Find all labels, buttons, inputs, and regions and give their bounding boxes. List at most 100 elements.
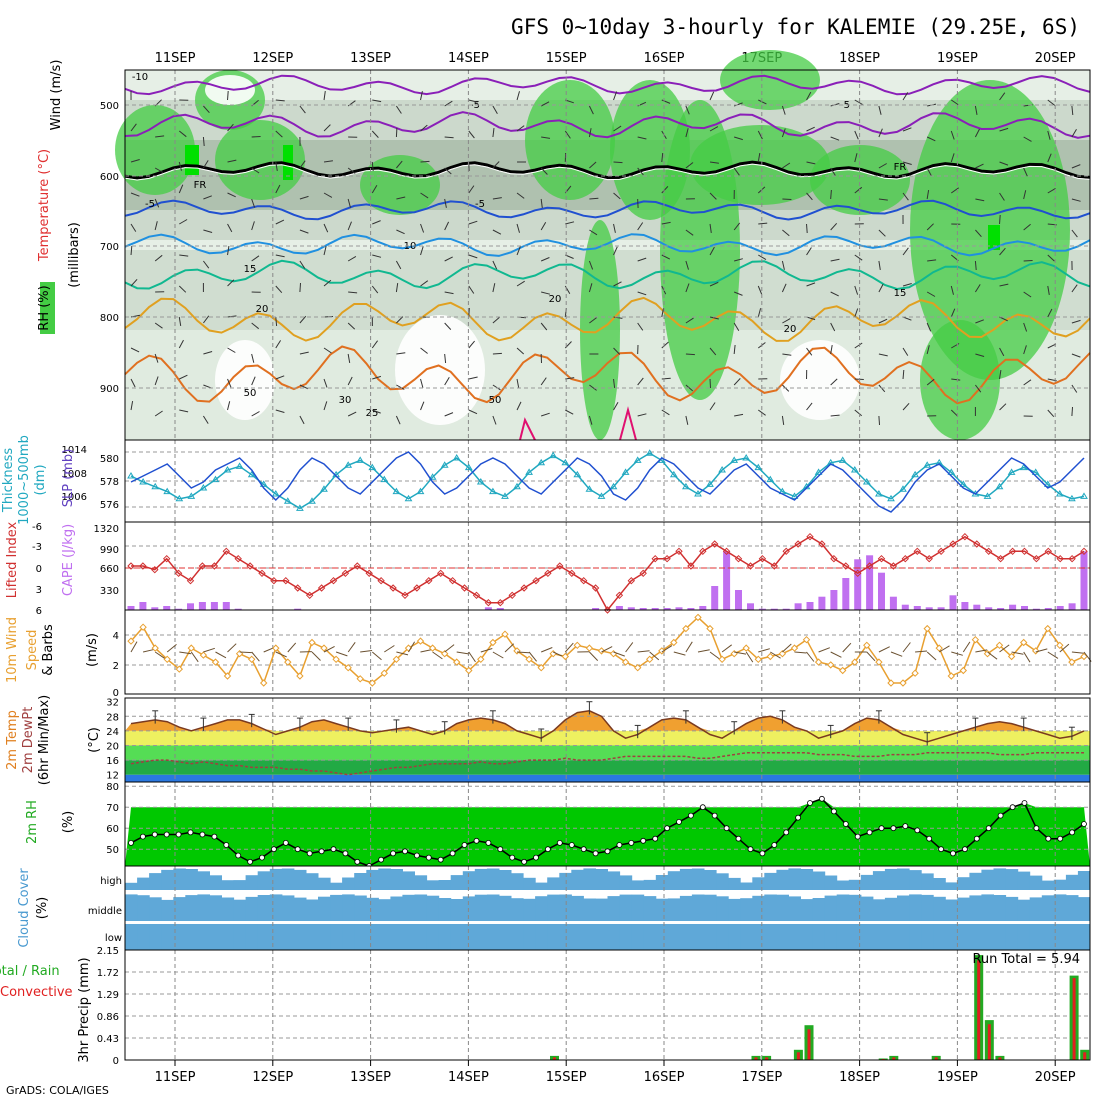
cape-tick-label: 660 — [100, 564, 119, 575]
wind-barb — [179, 374, 188, 380]
cloud-cover-bar — [233, 880, 247, 890]
lifted-index-series-point — [901, 554, 910, 563]
wind-barb — [781, 283, 787, 293]
cloud-cover-bar — [450, 875, 464, 890]
date-label-bottom: 11SEP — [155, 1070, 196, 1085]
cloud-cover-bar — [619, 875, 633, 890]
thickness-series-point — [814, 468, 823, 475]
lifted-index-series-point — [413, 584, 421, 592]
cloud-cover-bar — [125, 882, 138, 890]
rh-2m-series-point — [783, 829, 790, 836]
wind-barb — [1047, 308, 1053, 318]
wind-barb — [1047, 254, 1055, 262]
lifted-index-series-point — [270, 576, 278, 585]
wind-barb — [806, 282, 816, 287]
wind-barb — [251, 411, 260, 417]
wind-barb — [492, 415, 497, 425]
wind-barb — [950, 308, 956, 318]
cloud-cover-bar — [740, 882, 753, 890]
cloud-cover-bar — [462, 924, 476, 950]
wind-speed-point — [995, 641, 1004, 650]
thickness-series-point — [995, 482, 1004, 490]
wind-barb — [709, 126, 719, 132]
rh-2m-series-point — [1033, 825, 1040, 832]
rh-2m-series-point — [688, 812, 694, 819]
wind-barb — [420, 280, 429, 287]
cape-bar — [139, 602, 147, 610]
wind-barb — [999, 403, 1007, 411]
wind-barb — [975, 319, 984, 324]
temp-axis-label-line: (°C) — [87, 727, 102, 753]
thickness-series-point — [127, 472, 135, 479]
cloud-cover-bar — [728, 924, 741, 950]
cloud-cover-bar — [860, 896, 874, 921]
cloud-cover-bar — [1065, 924, 1079, 950]
cloud-cover-bar — [583, 898, 596, 921]
lifted-index-series-point — [353, 562, 362, 570]
thickness-series-point — [766, 475, 775, 483]
wind-barb — [540, 377, 547, 386]
rh-humid-area — [215, 120, 305, 200]
thickness-series-point — [561, 458, 570, 466]
cloud-cover-bar — [293, 869, 307, 890]
wind-barb — [420, 91, 423, 101]
wind-barb — [902, 316, 912, 321]
rh-2m-series-point — [1045, 835, 1052, 842]
lifted-index-series-point — [317, 584, 326, 592]
wind-10m-barb — [770, 651, 781, 659]
wind-speed-point — [1068, 658, 1076, 666]
wind-barb — [1023, 223, 1031, 231]
thickness-series-point — [911, 470, 919, 478]
wind-speed-point — [947, 672, 956, 680]
cloud-cover-bar — [438, 880, 452, 890]
wind-speed-point — [1044, 624, 1052, 633]
cape-bar — [1044, 608, 1052, 610]
lifted-index-series-point — [198, 562, 207, 570]
slp-tick-label: 1014 — [62, 445, 87, 456]
wind-barb — [878, 229, 886, 237]
wind-barb — [951, 99, 959, 106]
cloud-cover-bar — [969, 924, 982, 950]
rh-2m-axis-label: 2m RH — [25, 800, 40, 844]
cloud-cover-bar — [921, 924, 934, 950]
wind-barb — [396, 160, 403, 169]
wind-barb — [565, 221, 575, 225]
cloud-tick-label: high — [100, 876, 122, 887]
cloud-cover-bar — [185, 924, 198, 950]
cloud-cover-bar — [221, 880, 235, 890]
date-label-top: 12SEP — [252, 51, 293, 66]
cloud-cover-bar — [402, 894, 415, 921]
rh-2m-series-point — [592, 850, 599, 857]
wind-10m-barb — [794, 651, 807, 654]
wind-barb — [902, 347, 909, 356]
wind-barb — [854, 130, 859, 140]
lifted-index-series-point — [520, 584, 528, 592]
wind-barb — [951, 378, 961, 381]
wind-barb — [203, 351, 213, 355]
wind-barb — [806, 402, 813, 411]
date-label-top: 18SEP — [839, 51, 880, 66]
contour-label: 50 — [489, 395, 502, 406]
wind-speed-point — [235, 649, 244, 658]
wind-barb — [999, 316, 1008, 322]
rh-2m-series-point — [1069, 829, 1075, 836]
wind-10m-barb — [830, 651, 842, 658]
thickness-series-point — [271, 490, 280, 497]
cloud-cover-bar — [293, 897, 307, 921]
rh-2m-series-point — [1081, 821, 1087, 827]
temperature-axis-label-line: Temperature (°C) — [37, 149, 52, 262]
wind-barb — [999, 92, 1006, 101]
wind-barb — [613, 192, 621, 200]
wind-barb — [661, 152, 664, 163]
wind-barb — [420, 160, 430, 163]
wind-barb — [227, 279, 235, 287]
wind-barb — [130, 378, 136, 388]
rh-2m-series-point — [235, 852, 242, 859]
wind-barb — [420, 401, 425, 411]
wind-10m-barb — [227, 643, 237, 653]
rh-2m-series-point — [390, 850, 397, 857]
lifted-index-series-point — [818, 540, 826, 548]
precip-convective-bar — [892, 1057, 896, 1060]
wind-barb — [372, 254, 382, 258]
wind-barb — [902, 92, 909, 101]
